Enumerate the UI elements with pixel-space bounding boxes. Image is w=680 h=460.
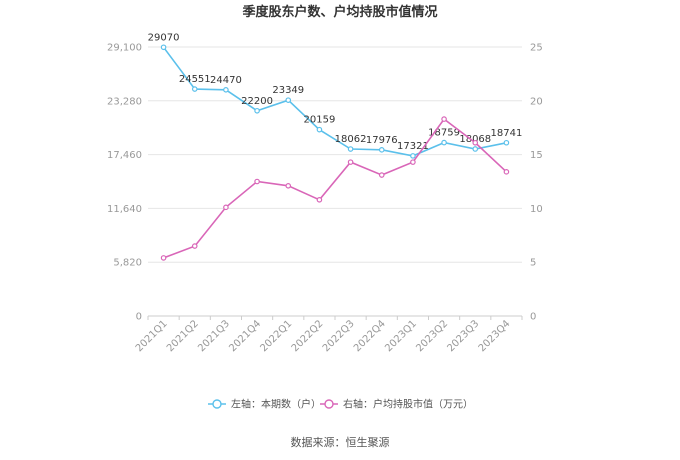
- left-tick-label: 11,640: [107, 204, 142, 215]
- data-label: 18741: [491, 128, 523, 139]
- series-2-point: [410, 159, 416, 165]
- data-label: 29070: [148, 32, 180, 43]
- data-label: 18062: [335, 134, 367, 145]
- series-2-point: [191, 243, 198, 249]
- left-tick-label: 17,460: [107, 150, 142, 161]
- data-label: 17321: [397, 141, 429, 152]
- x-tick-label: 2023Q3: [446, 318, 482, 354]
- x-tick-label: 2022Q2: [290, 318, 326, 354]
- series-1-point: [441, 139, 447, 146]
- left-tick-label: 23,280: [107, 96, 142, 107]
- series-2-point: [160, 255, 167, 261]
- right-tick-label: 10: [530, 204, 543, 215]
- right-tick-label: 15: [530, 150, 543, 161]
- legend-marker: [212, 399, 222, 409]
- series-1-point: [378, 147, 385, 153]
- x-tick-label: 2021Q1: [134, 318, 170, 354]
- x-tick-label: 2023Q2: [414, 318, 450, 354]
- x-axis: 2021Q12021Q22021Q32021Q42022Q12022Q22022…: [134, 318, 513, 354]
- series-1-point: [410, 153, 416, 159]
- series-2-point: [285, 183, 292, 189]
- x-tick-label: 2021Q3: [196, 318, 232, 354]
- data-label: 18759: [428, 128, 460, 139]
- series-2-point: [503, 169, 510, 175]
- series-2-point: [347, 159, 354, 165]
- source-note: 数据来源：恒生聚源: [291, 435, 390, 449]
- left-tick-label: 29,100: [107, 43, 142, 54]
- data-label: 17976: [366, 135, 398, 146]
- legend-label: 右轴：户均持股市值（万元）: [343, 398, 473, 411]
- left-axis: 0 5,820 11,640 17,460 23,280 29,100: [107, 43, 142, 323]
- series-line-2: [163, 117, 507, 259]
- x-tick-label: 2022Q4: [352, 318, 388, 354]
- series-2-point: [441, 116, 447, 122]
- series-1-point: [254, 107, 260, 114]
- grid: [147, 46, 523, 320]
- left-tick-label: 5,820: [113, 258, 142, 269]
- legend-marker: [324, 399, 334, 409]
- data-label: 22200: [241, 96, 273, 107]
- series-1-point: [191, 86, 198, 92]
- series-2-point: [223, 204, 229, 211]
- right-tick-label: 5: [530, 258, 536, 269]
- series-1-point: [316, 126, 323, 133]
- data-label: 18068: [459, 134, 491, 145]
- right-tick-label: 20: [530, 96, 543, 107]
- right-tick-label: 25: [530, 43, 543, 54]
- series-2-point: [472, 139, 479, 146]
- series-2-point: [254, 178, 260, 185]
- data-label: 24470: [210, 75, 242, 86]
- series-1-point: [503, 139, 510, 146]
- data-label: 24551: [179, 74, 211, 85]
- x-tick-label: 2023Q4: [477, 318, 513, 354]
- x-tick-label: 2021Q4: [227, 318, 263, 354]
- legend[interactable]: 左轴：本期数（户） 右轴：户均持股市值（万元）: [208, 398, 473, 411]
- x-tick-label: 2021Q2: [165, 318, 201, 354]
- x-tick-label: 2023Q1: [383, 318, 419, 354]
- series-1-point: [285, 97, 292, 103]
- right-tick-label: 0: [530, 312, 536, 323]
- series-1-point: [472, 146, 479, 152]
- series-1-point: [347, 146, 354, 152]
- data-label: 20159: [304, 115, 336, 126]
- chart-title: 季度股东户数、户均持股市值情况: [241, 4, 437, 20]
- series-2-point: [316, 196, 323, 203]
- legend-label: 左轴：本期数（户）: [231, 398, 321, 411]
- x-tick-label: 2022Q3: [321, 318, 357, 354]
- left-tick-label: 0: [136, 312, 142, 323]
- series-1-point: [160, 44, 167, 51]
- data-label: 23349: [272, 85, 304, 96]
- series-2-point: [378, 172, 385, 178]
- right-axis: 0 5 10 15 20 25: [530, 43, 543, 323]
- series-line-1: [162, 46, 507, 157]
- x-tick-label: 2022Q1: [259, 318, 295, 354]
- series-1-point: [223, 86, 229, 93]
